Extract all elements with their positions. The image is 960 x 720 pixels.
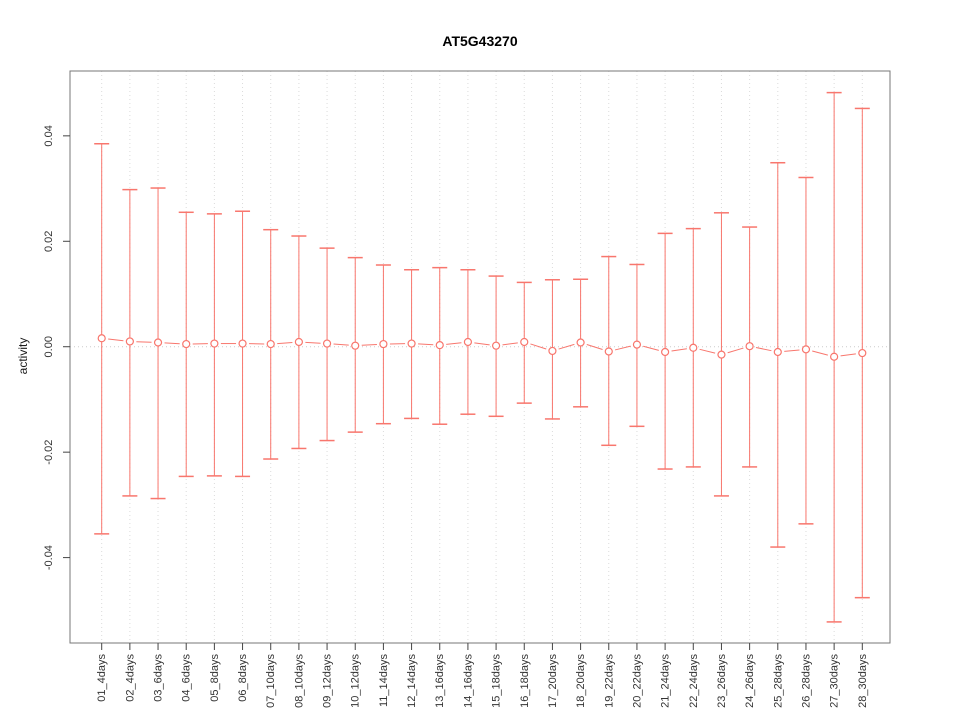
series-segment xyxy=(446,342,462,345)
x-tick-label: 14_16days xyxy=(462,654,474,708)
series-segment xyxy=(727,347,744,354)
error-bars xyxy=(94,91,870,623)
x-tick-label: 08_10days xyxy=(293,654,305,708)
data-point xyxy=(576,338,585,347)
x-tick-label: 13_16days xyxy=(434,654,446,708)
x-tick-label: 02_4days xyxy=(124,654,136,702)
series-segment xyxy=(784,349,800,352)
x-tick-label: 21_24days xyxy=(660,654,672,708)
series-segment xyxy=(164,342,180,345)
series-segment xyxy=(699,348,716,354)
plot-box xyxy=(69,70,891,644)
data-point xyxy=(322,339,332,348)
x-tick-label: 16_18days xyxy=(519,654,531,708)
x-tick-label: 17_20days xyxy=(547,654,559,708)
data-point xyxy=(801,345,811,354)
series-segment xyxy=(136,341,152,343)
series-segment xyxy=(755,347,772,352)
series-segment xyxy=(305,341,321,344)
series-line xyxy=(108,338,856,357)
data-point xyxy=(491,341,501,350)
x-tick-label: 09_12days xyxy=(322,654,334,708)
series-segment xyxy=(361,343,377,346)
data-point xyxy=(97,334,106,343)
series-segment xyxy=(108,338,124,342)
series-segment xyxy=(643,345,659,351)
data-point xyxy=(548,346,557,356)
x-tick-label: 05_8days xyxy=(209,654,221,702)
x-tick-label: 19_22days xyxy=(603,654,615,708)
y-tick-label: 0.00 xyxy=(43,336,55,357)
data-point xyxy=(294,337,303,347)
data-point xyxy=(661,347,670,357)
data-point xyxy=(435,341,444,350)
x-tick-label: 06_8days xyxy=(237,654,249,702)
series-segment xyxy=(474,342,490,346)
y-axis: 0.04 0.02 0.00 -0.02 -0.04 xyxy=(43,125,70,570)
series-segment xyxy=(586,343,603,350)
data-points xyxy=(97,334,867,361)
x-tick-label: 03_6days xyxy=(153,654,165,702)
chart-title: AT5G43270 xyxy=(442,33,518,49)
data-point xyxy=(604,347,613,356)
data-point xyxy=(773,347,782,357)
data-point xyxy=(266,339,275,349)
series-segment xyxy=(418,343,434,346)
data-point xyxy=(351,341,360,350)
y-tick-label: -0.02 xyxy=(43,440,55,465)
x-tick-label: 15_18days xyxy=(491,654,503,708)
series-segment xyxy=(530,343,547,350)
data-point xyxy=(238,339,247,348)
x-tick-label: 24_26days xyxy=(744,654,756,708)
gridlines xyxy=(101,71,863,643)
data-point xyxy=(689,343,698,352)
data-point xyxy=(463,337,473,347)
y-tick-label: 0.02 xyxy=(43,231,55,252)
series-segment xyxy=(502,342,518,346)
data-point xyxy=(858,348,867,358)
x-tick-label: 10_12days xyxy=(350,654,362,708)
x-tick-label: 20_22days xyxy=(631,654,643,708)
data-point xyxy=(125,337,134,346)
x-tick-label: 11_14days xyxy=(378,654,390,708)
data-point xyxy=(407,339,416,348)
data-point xyxy=(632,340,642,349)
series-segment xyxy=(277,341,293,345)
series-segment xyxy=(333,343,349,346)
x-tick-label: 28_30days xyxy=(857,654,869,708)
x-axis: 01_4days 02_4days 03_6days 04_6days 05_8days… xyxy=(96,643,869,708)
x-tick-label: 25_28days xyxy=(772,654,784,708)
data-point xyxy=(210,339,219,348)
data-point xyxy=(830,352,839,361)
x-tick-label: 12_14days xyxy=(406,654,418,708)
x-tick-label: 04_6days xyxy=(181,654,193,702)
series-segment xyxy=(812,350,828,356)
x-tick-label: 07_10days xyxy=(265,654,277,708)
data-point xyxy=(745,342,754,351)
x-tick-label: 26_28days xyxy=(800,654,812,708)
x-tick-label: 27_30days xyxy=(829,654,841,708)
data-point xyxy=(379,339,388,349)
data-point xyxy=(717,350,726,359)
y-tick-label: 0.04 xyxy=(43,125,55,146)
data-point xyxy=(182,339,191,349)
data-point xyxy=(520,337,529,347)
data-point xyxy=(153,338,163,347)
series-segment xyxy=(840,353,856,357)
y-tick-label: -0.04 xyxy=(43,545,55,570)
x-tick-label: 18_20days xyxy=(575,654,587,708)
x-tick-label: 23_26days xyxy=(716,654,728,708)
x-tick-label: 22_24days xyxy=(688,654,700,708)
series-segment xyxy=(614,345,631,351)
series-segment xyxy=(671,348,687,352)
series-segment xyxy=(558,343,575,350)
x-tick-label: 01_4days xyxy=(96,654,108,702)
